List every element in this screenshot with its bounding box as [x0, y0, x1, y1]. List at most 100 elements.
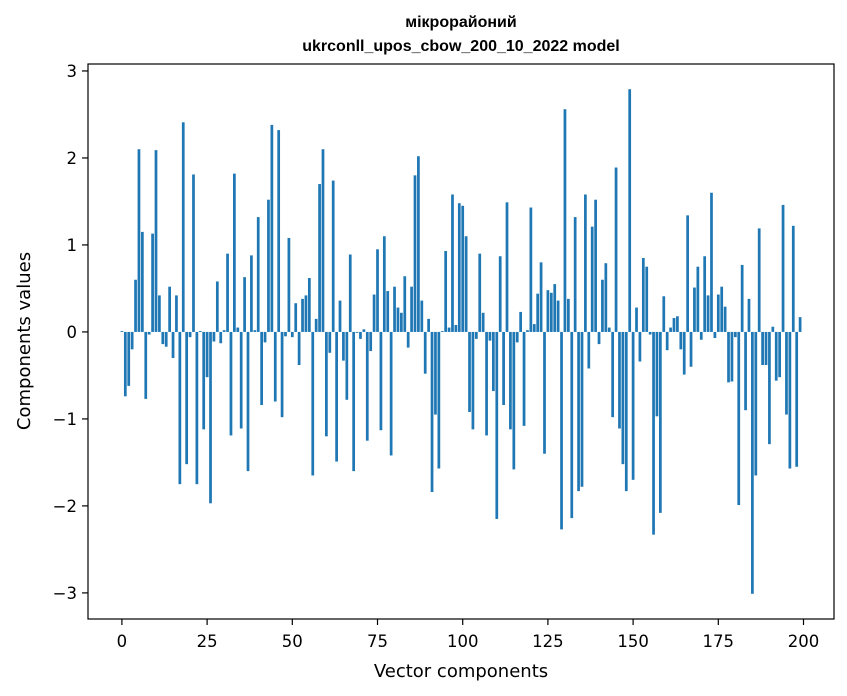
- bar-100: [461, 205, 465, 332]
- bar-122: [536, 293, 540, 332]
- bar-21: [192, 174, 195, 332]
- x-tick-label: 200: [788, 632, 820, 651]
- bar-104: [474, 331, 478, 339]
- bar-12: [161, 331, 165, 345]
- bar-26: [209, 331, 212, 504]
- bar-5: [137, 149, 141, 332]
- bar-101: [464, 236, 468, 332]
- bar-151: [635, 307, 638, 332]
- bar-196: [788, 331, 792, 469]
- bar-193: [778, 331, 782, 378]
- bar-158: [659, 331, 662, 513]
- bar-53: [301, 298, 304, 332]
- bar-102: [468, 331, 471, 412]
- bar-77: [382, 236, 386, 332]
- bar-80: [393, 286, 396, 332]
- bar-43: [267, 199, 270, 332]
- bar-36: [243, 277, 246, 332]
- bar-123: [539, 262, 543, 332]
- bar-71: [362, 329, 366, 332]
- bar-114: [509, 331, 512, 430]
- bar-9: [151, 233, 154, 332]
- bar-152: [638, 331, 642, 362]
- bar-81: [396, 307, 400, 332]
- bar-190: [768, 331, 771, 445]
- bar-172: [706, 295, 710, 332]
- bar-65: [342, 331, 345, 361]
- bar-50: [290, 331, 294, 338]
- bar-68: [352, 331, 356, 472]
- bar-35: [239, 331, 243, 429]
- bar-131: [566, 298, 570, 332]
- bar-86: [413, 175, 417, 332]
- bar-57: [314, 318, 318, 332]
- bar-106: [481, 312, 485, 332]
- bar-75: [376, 249, 379, 332]
- bar-76: [379, 331, 383, 431]
- bar-69: [355, 331, 359, 333]
- bar-181: [737, 331, 741, 506]
- y-tick-label: 1: [67, 236, 78, 255]
- x-tick-label: 75: [367, 632, 388, 651]
- bar-185: [751, 331, 754, 594]
- bar-74: [372, 294, 376, 332]
- x-tick-label: 50: [282, 632, 303, 651]
- bar-17: [178, 331, 182, 485]
- bar-70: [359, 331, 362, 339]
- bar-95: [444, 251, 448, 332]
- bar-166: [686, 215, 689, 332]
- bar-47: [280, 331, 284, 418]
- bar-120: [529, 207, 533, 332]
- bar-27: [212, 331, 216, 342]
- bar-179: [730, 331, 734, 382]
- y-axis-label: Components values: [14, 252, 35, 430]
- bar-41: [260, 331, 263, 405]
- bar-109: [492, 331, 495, 392]
- bar-180: [733, 331, 737, 338]
- bar-118: [522, 331, 526, 426]
- bar-156: [652, 331, 655, 535]
- bar-23: [198, 331, 202, 332]
- x-tick-label: 25: [197, 632, 218, 651]
- bar-115: [512, 331, 516, 470]
- bar-30: [222, 330, 226, 332]
- bar-141: [601, 279, 604, 332]
- bar-89: [423, 331, 427, 374]
- bar-38: [250, 255, 253, 332]
- bar-138: [590, 226, 594, 332]
- bar-96: [447, 327, 451, 332]
- bar-111: [498, 256, 502, 332]
- bar-15: [171, 331, 175, 359]
- bar-169: [696, 266, 700, 332]
- bar-103: [471, 331, 475, 430]
- bar-42: [263, 331, 267, 343]
- bar-11: [158, 295, 161, 332]
- bar-91: [430, 331, 434, 492]
- bar-199: [798, 317, 802, 332]
- bar-163: [676, 316, 679, 332]
- bar-177: [723, 306, 727, 332]
- bar-64: [338, 300, 342, 332]
- bar-73: [369, 331, 373, 352]
- y-tick-label: 3: [67, 62, 78, 81]
- bar-39: [253, 330, 257, 332]
- bar-162: [672, 318, 676, 332]
- bar-88: [420, 300, 424, 332]
- bar-129: [560, 331, 563, 530]
- x-tick-label: 175: [703, 632, 735, 651]
- bar-186: [754, 331, 758, 476]
- bar-140: [597, 331, 601, 345]
- bar-125: [546, 290, 550, 332]
- bar-37: [246, 331, 250, 472]
- bar-167: [689, 331, 693, 367]
- bar-168: [693, 287, 696, 332]
- bar-31: [226, 253, 229, 332]
- bar-139: [594, 199, 597, 332]
- bar-16: [175, 295, 178, 332]
- bar-56: [311, 331, 315, 476]
- bar-55: [307, 278, 311, 332]
- bar-62: [331, 180, 335, 332]
- bar-136: [584, 194, 587, 332]
- bar-98: [454, 324, 458, 332]
